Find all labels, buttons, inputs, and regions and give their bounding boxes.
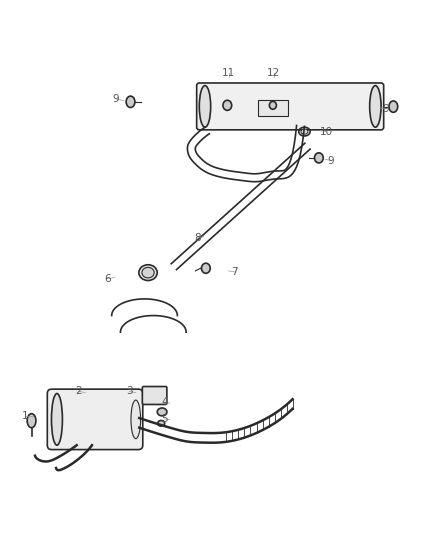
Ellipse shape: [131, 400, 141, 439]
Text: 8: 8: [194, 233, 201, 243]
Text: 7: 7: [231, 266, 238, 277]
Ellipse shape: [370, 86, 381, 127]
Text: 3: 3: [126, 386, 133, 397]
Ellipse shape: [314, 153, 323, 163]
Ellipse shape: [201, 263, 210, 273]
Text: 11: 11: [222, 68, 235, 78]
Ellipse shape: [157, 408, 167, 416]
Ellipse shape: [301, 129, 308, 134]
Ellipse shape: [126, 96, 135, 108]
Ellipse shape: [142, 268, 154, 278]
FancyBboxPatch shape: [142, 386, 167, 405]
Text: 2: 2: [75, 386, 82, 397]
Ellipse shape: [199, 86, 211, 127]
Text: 4: 4: [161, 397, 168, 407]
Text: 9: 9: [113, 94, 120, 104]
Text: 9: 9: [327, 156, 334, 166]
Bar: [258, 100, 288, 116]
Text: 6: 6: [104, 274, 111, 284]
Text: 5: 5: [161, 414, 168, 424]
Ellipse shape: [269, 101, 276, 109]
Text: 10: 10: [320, 127, 333, 136]
FancyBboxPatch shape: [47, 389, 143, 449]
Text: 12: 12: [267, 68, 280, 78]
Ellipse shape: [52, 393, 63, 445]
FancyBboxPatch shape: [197, 83, 384, 130]
Ellipse shape: [389, 101, 398, 112]
Ellipse shape: [158, 421, 165, 426]
Text: 1: 1: [22, 411, 29, 421]
Ellipse shape: [223, 100, 232, 110]
Text: 9: 9: [382, 104, 389, 114]
Ellipse shape: [139, 265, 157, 280]
Ellipse shape: [27, 414, 36, 427]
